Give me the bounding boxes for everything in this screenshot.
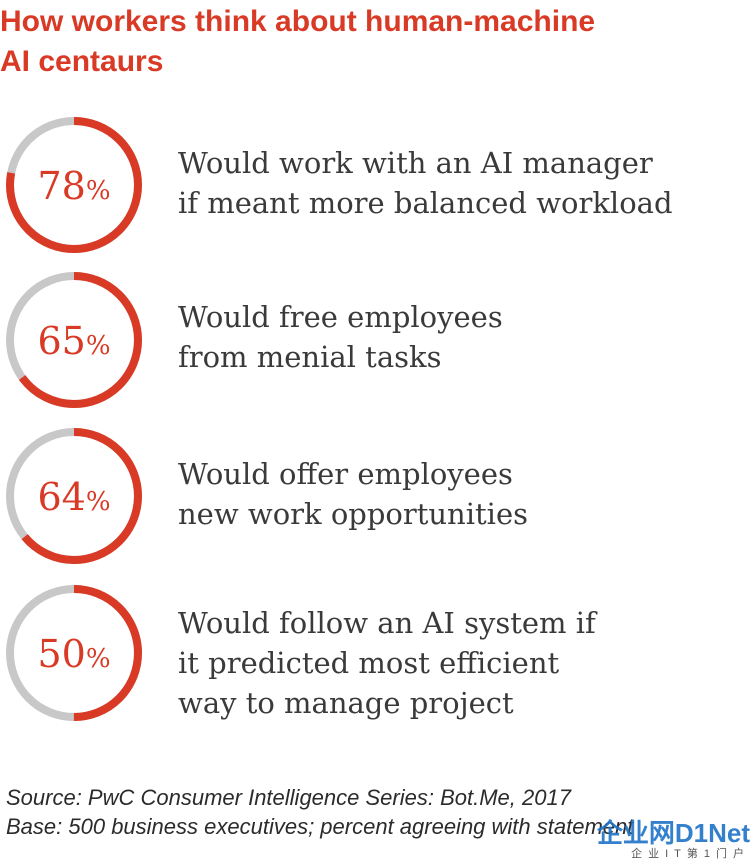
donut-2: 65% [6, 272, 142, 408]
donut-4-unit: % [86, 644, 111, 674]
donut-4: 50% [6, 585, 142, 721]
stat-1-line-2: if meant more balanced workload [178, 186, 673, 220]
donut-4-label: 50% [37, 632, 110, 676]
stat-4-line-2: it predicted most efficient [178, 646, 560, 680]
donut-3: 64% [6, 428, 142, 564]
donut-1-unit: % [86, 176, 111, 206]
donut-2-value: 65 [37, 319, 85, 363]
stat-3-line-2: new work opportunities [178, 497, 528, 531]
stat-3-line-1: Would offer employees [178, 457, 513, 491]
stat-4-line-1: Would follow an AI system if [178, 606, 596, 640]
base-note: Base: 500 business executives; percent a… [6, 814, 634, 839]
watermark-main: 企业网D1Net [596, 818, 750, 848]
chart-title-line-2: AI centaurs [0, 45, 164, 78]
donut-4-value: 50 [37, 632, 85, 676]
donut-1-value: 78 [37, 164, 85, 208]
donut-3-unit: % [86, 487, 111, 517]
stat-1-line-1: Would work with an AI manager [178, 146, 653, 180]
stat-2-line-1: Would free employees [178, 300, 503, 334]
chart-title: How workers think about human-machine AI… [0, 2, 752, 82]
watermark-logo: 企业网D1Net 企业IT第1门户 [590, 819, 750, 863]
donut-2-unit: % [86, 331, 111, 361]
stat-4-line-3: way to manage project [178, 686, 514, 720]
stat-description-3: Would offer employees new work opportuni… [178, 454, 528, 534]
donut-1: 78% [6, 117, 142, 253]
donut-2-label: 65% [37, 319, 110, 363]
stat-description-1: Would work with an AI manager if meant m… [178, 143, 673, 223]
stat-2-line-2: from menial tasks [178, 340, 442, 374]
chart-title-line-1: How workers think about human-machine [0, 5, 596, 38]
stat-description-2: Would free employees from menial tasks [178, 297, 503, 377]
donut-3-label: 64% [37, 475, 110, 519]
donut-1-label: 78% [37, 164, 110, 208]
donut-4-value-arc [6, 585, 142, 721]
donut-2-value-arc [6, 272, 142, 408]
donut-3-value: 64 [37, 475, 85, 519]
donut-1-value-arc [6, 117, 142, 253]
watermark-sub: 企业IT第1门户 [631, 848, 750, 860]
stat-description-4: Would follow an AI system if it predicte… [178, 603, 596, 723]
source-note: Source: PwC Consumer Intelligence Series… [6, 785, 571, 810]
donut-3-value-arc [6, 428, 142, 564]
